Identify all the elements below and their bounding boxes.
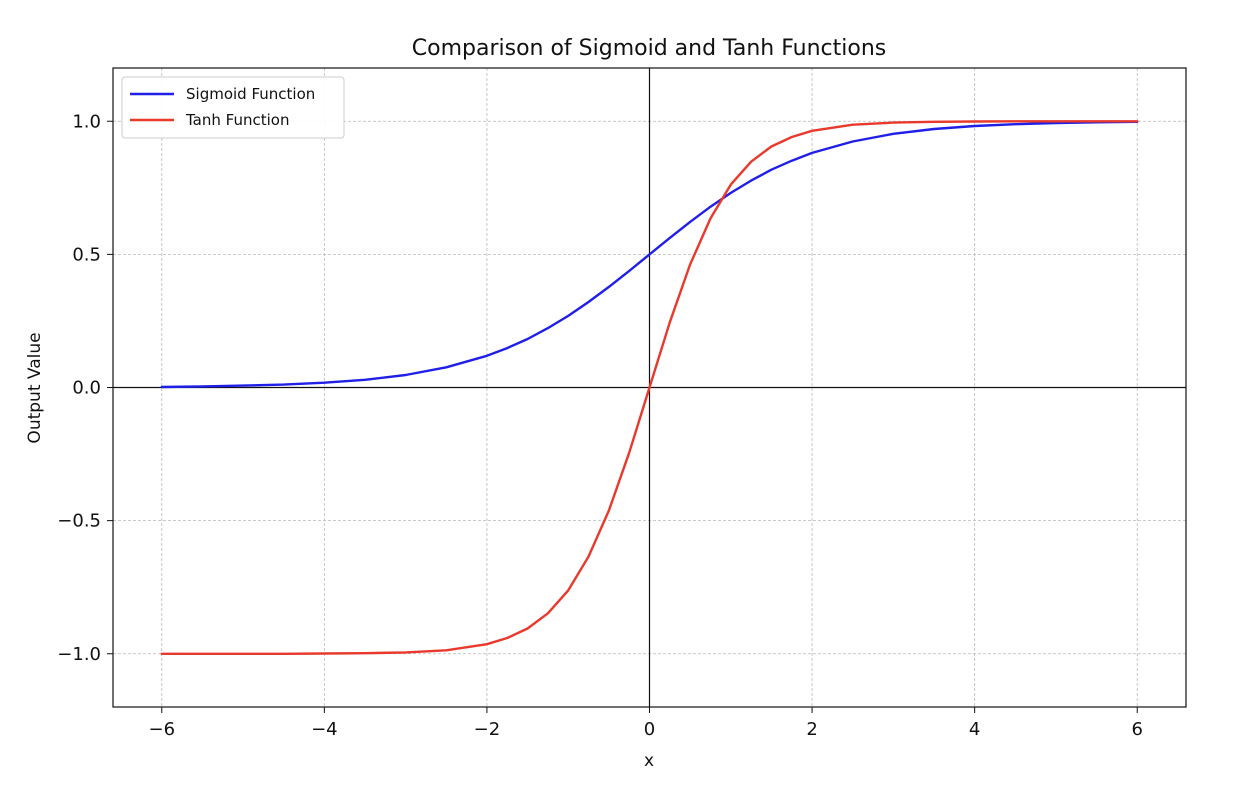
y-axis-label: Output Value: [25, 332, 45, 443]
series-line-tanh-function: [160, 120, 1139, 655]
x-ticks: −6 −4 −2 0 2 4 6: [148, 707, 1143, 740]
y-tick-label: 1.0: [72, 111, 101, 132]
y-tick-label: −1.0: [57, 644, 101, 665]
x-tick-label: 2: [806, 719, 817, 740]
x-axis-label: x: [644, 751, 654, 771]
series-line-sigmoid-function: [160, 120, 1139, 389]
y-tick-label: 0.5: [72, 244, 101, 265]
y-ticks: −1.0 −0.5 0.0 0.5 1.0: [57, 111, 113, 665]
y-tick-label: 0.0: [72, 378, 101, 399]
x-tick-label: 6: [1132, 719, 1143, 740]
legend-box: [121, 76, 345, 139]
legend: Sigmoid Function Tanh Function: [121, 76, 345, 139]
y-tick-label: −0.5: [57, 511, 101, 532]
legend-label-sigmoid: Sigmoid Function: [186, 85, 315, 103]
chart-title: Comparison of Sigmoid and Tanh Functions: [412, 36, 887, 61]
x-tick-label: 0: [644, 719, 655, 740]
x-tick-label: −2: [474, 719, 501, 740]
legend-label-tanh: Tanh Function: [185, 111, 289, 129]
x-tick-label: −4: [311, 719, 338, 740]
series-group: [160, 120, 1139, 655]
x-tick-label: −6: [148, 719, 175, 740]
x-tick-label: 4: [969, 719, 980, 740]
